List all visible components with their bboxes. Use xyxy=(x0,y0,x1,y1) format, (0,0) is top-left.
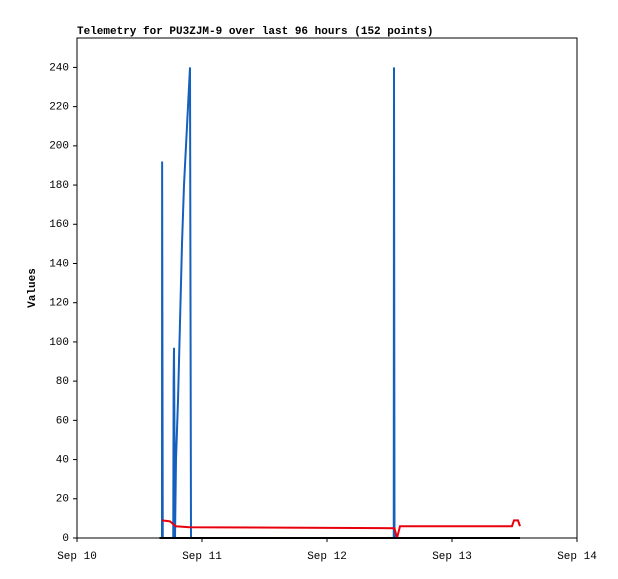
y-tick-label: 200 xyxy=(49,141,69,153)
y-tick-label: 60 xyxy=(56,415,69,427)
x-tick-label: Sep 13 xyxy=(432,551,472,563)
series-line xyxy=(161,519,521,539)
series-line xyxy=(161,67,396,539)
plot-frame xyxy=(76,37,578,539)
y-tick-label: 180 xyxy=(49,180,69,192)
x-tick-label: Sep 11 xyxy=(182,551,222,563)
y-tick-label: 40 xyxy=(56,454,69,466)
y-axis-label: Values xyxy=(27,268,39,308)
y-tick-label: 100 xyxy=(49,337,69,349)
y-tick-label: 80 xyxy=(56,376,69,388)
y-tick-label: 160 xyxy=(49,219,69,231)
y-tick-label: 220 xyxy=(49,102,69,114)
x-tick-label: Sep 10 xyxy=(57,551,97,563)
y-tick-label: 0 xyxy=(62,533,69,545)
y-tick-label: 240 xyxy=(49,62,69,74)
chart-title: Telemetry for PU3ZJM-9 over last 96 hour… xyxy=(77,26,433,38)
y-tick-label: 140 xyxy=(49,258,69,270)
x-tick-label: Sep 12 xyxy=(307,551,347,563)
y-tick-label: 20 xyxy=(56,494,69,506)
x-tick-label: Sep 14 xyxy=(557,551,597,563)
y-tick-label: 120 xyxy=(49,298,69,310)
